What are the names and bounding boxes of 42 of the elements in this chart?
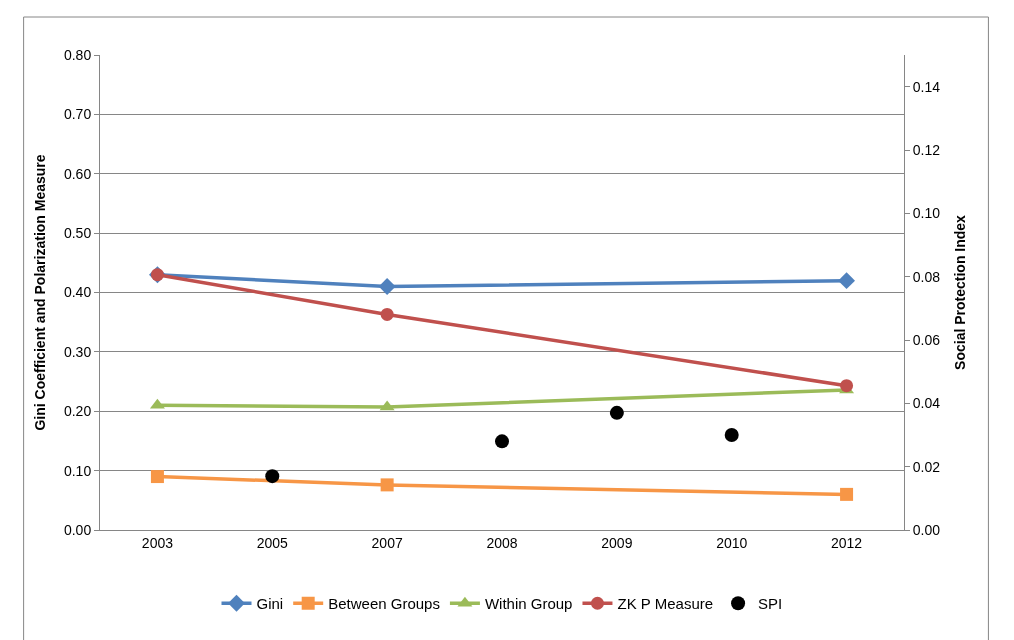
y-axis-title: Gini Coefficient and Polarization Measure xyxy=(31,154,48,431)
legend-label: ZK P Measure xyxy=(617,595,714,613)
point xyxy=(838,272,856,290)
y2-tick-label: 0.04 xyxy=(912,395,941,412)
y2-tick-label: 0.12 xyxy=(912,141,941,158)
x-tick-label: 2010 xyxy=(716,534,748,551)
point xyxy=(150,470,164,484)
legend-label: Between Groups xyxy=(328,595,440,613)
y-tick-label: 0.40 xyxy=(63,284,92,301)
legend-label: Gini xyxy=(256,595,284,613)
x-tick-label: 2003 xyxy=(141,534,174,551)
y2-tick-label: 0.10 xyxy=(912,205,941,222)
point xyxy=(840,487,854,501)
point xyxy=(265,469,280,484)
point xyxy=(380,307,394,321)
y2-axis-title: Social Protection Index xyxy=(951,214,968,370)
x-tick-label: 2009 xyxy=(601,534,633,551)
x-tick-label: 2008 xyxy=(486,534,518,551)
legend-label: SPI xyxy=(758,595,783,613)
x-tick-label: 2012 xyxy=(830,534,863,551)
x-tick-label: 2005 xyxy=(256,534,289,551)
x-tick-label: 2007 xyxy=(371,534,403,551)
y-tick-label: 0.70 xyxy=(63,106,92,123)
point xyxy=(380,478,394,492)
y-tick-label: 0.60 xyxy=(63,165,92,182)
y-tick-label: 0.10 xyxy=(63,462,92,479)
y2-tick-label: 0.14 xyxy=(912,78,941,95)
point xyxy=(840,379,854,393)
point xyxy=(378,278,396,296)
y2-tick-label: 0.08 xyxy=(912,268,941,285)
y2-tick-label: 0.02 xyxy=(912,458,941,475)
y-tick-label: 0.50 xyxy=(63,225,92,242)
y-tick-label: 0.00 xyxy=(63,521,92,538)
point xyxy=(724,428,739,442)
y-tick-label: 0.30 xyxy=(63,343,92,360)
y-tick-label: 0.20 xyxy=(63,403,92,420)
y2-tick-label: 0.00 xyxy=(912,521,941,538)
y-tick-label: 0.80 xyxy=(63,46,92,63)
point xyxy=(609,405,624,420)
y2-tick-label: 0.06 xyxy=(912,331,941,348)
legend-label: Within Group xyxy=(484,595,573,613)
point xyxy=(495,434,509,449)
